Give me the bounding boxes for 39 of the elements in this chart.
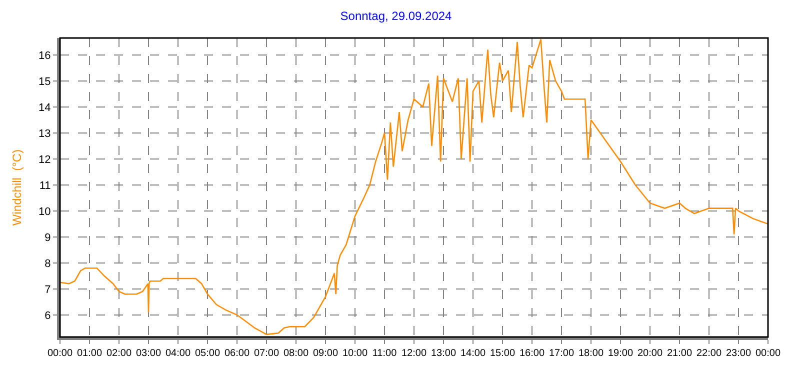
chart-title: Sonntag, 29.09.2024 (340, 9, 452, 24)
x-tick-label: 01:00 (76, 348, 102, 359)
x-tick-label: 10:00 (342, 348, 368, 359)
y-tick-label: 12 (38, 154, 51, 166)
x-tick-label: 17:00 (548, 348, 574, 359)
x-tick-label: 11:00 (372, 348, 398, 359)
y-tick-label: 13 (38, 128, 51, 140)
y-tick-label: 11 (39, 180, 51, 192)
x-tick-label: 19:00 (608, 348, 634, 359)
y-tick-label: 10 (38, 206, 51, 218)
line-series (60, 38, 768, 336)
y-tick-label: 7 (44, 284, 51, 296)
x-tick-label: 09:00 (312, 348, 338, 359)
y-tick-label: 9 (44, 232, 51, 244)
x-tick-label: 12:00 (401, 348, 427, 359)
x-tick-label: 14:00 (460, 348, 486, 359)
y-axis-title: Windchill (°C) (10, 149, 24, 226)
x-tick-label: 21:00 (666, 348, 692, 359)
x-tick-label: 07:00 (254, 348, 280, 359)
x-tick-label: 18:00 (578, 348, 604, 359)
x-tick-label: 06:00 (224, 348, 250, 359)
x-tick-label: 15:00 (490, 348, 516, 359)
y-tick-label: 15 (38, 76, 51, 88)
x-tick-label: 08:00 (283, 348, 309, 359)
y-tick-label: 16 (38, 50, 51, 62)
y-tick-label: 14 (38, 102, 51, 114)
x-tick-label: 16:00 (519, 348, 545, 359)
x-tick-label: 22:00 (696, 348, 722, 359)
x-tick-label: 03:00 (136, 348, 162, 359)
y-tick-label: 8 (44, 258, 51, 270)
x-tick-label: 23:00 (726, 348, 752, 359)
x-tick-label: 13:00 (430, 348, 456, 359)
y-tick-label: 6 (44, 310, 51, 322)
x-tick-label: 04:00 (165, 348, 191, 359)
x-tick-label: 00:00 (755, 348, 781, 359)
x-tick-label: 20:00 (637, 348, 663, 359)
x-tick-label: 00:00 (47, 348, 73, 359)
x-tick-label: 05:00 (194, 348, 220, 359)
x-tick-label: 02:00 (106, 348, 132, 359)
